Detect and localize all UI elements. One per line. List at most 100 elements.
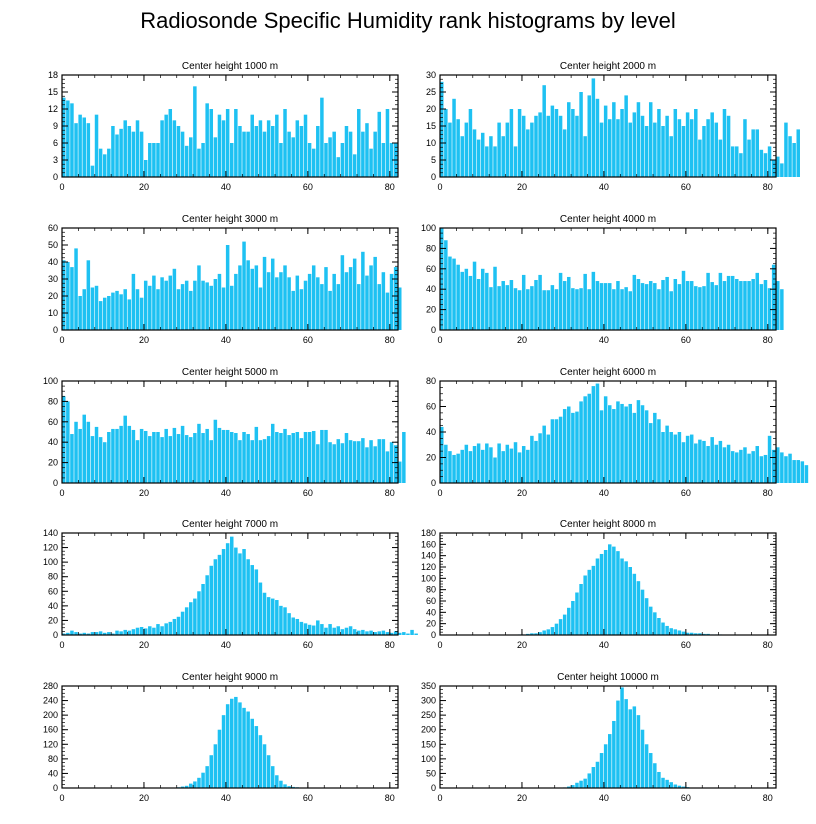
histogram-bar (505, 122, 510, 177)
histogram-bar (119, 631, 123, 635)
histogram-bar (538, 632, 542, 635)
histogram-bar (238, 702, 242, 788)
histogram-bar (792, 460, 796, 483)
histogram-bar (86, 421, 91, 483)
histogram-bar (160, 437, 164, 483)
y-tick-label: 30 (426, 70, 436, 80)
histogram-bar (164, 623, 168, 635)
histogram-bar (164, 428, 168, 483)
histogram-bar (620, 109, 624, 177)
histogram-bar (554, 623, 559, 635)
histogram-bar (328, 624, 332, 635)
histogram-bar (776, 281, 780, 330)
panel-title: Center height 5000 m (182, 367, 278, 378)
y-tick-label: 25 (426, 87, 436, 97)
histogram-bar (197, 265, 201, 330)
histogram-bar (398, 632, 402, 635)
histogram-bar (632, 412, 637, 483)
histogram-bar (283, 607, 287, 635)
histogram-bar (718, 440, 723, 483)
panel-title: Center height 4000 m (560, 214, 656, 225)
histogram-bar (107, 632, 111, 635)
histogram-bar (579, 401, 583, 483)
histogram-bar (209, 440, 214, 483)
histogram-bar (148, 626, 152, 635)
histogram-bar (238, 126, 242, 177)
histogram-bar (526, 449, 530, 483)
histogram-bar (673, 279, 678, 330)
histogram-bar (242, 707, 246, 788)
histogram-bar (94, 426, 99, 483)
histogram-bar (258, 440, 263, 483)
histogram-bar (718, 272, 723, 330)
histogram-bar (661, 622, 665, 635)
x-tick-label: 40 (599, 488, 609, 498)
y-tick-label: 160 (421, 539, 436, 549)
histogram-bar (620, 558, 624, 635)
histogram-bar (440, 426, 444, 483)
histogram-bar (644, 744, 649, 788)
histogram-bar (743, 281, 747, 330)
histogram-bar (579, 780, 583, 788)
histogram-bar (571, 601, 575, 635)
histogram-bar (156, 432, 160, 483)
histogram-bar (221, 120, 226, 177)
histogram-bar (172, 120, 177, 177)
histogram-bar (205, 282, 209, 330)
histogram-bar (714, 285, 719, 330)
histogram-bar (180, 786, 185, 788)
histogram-bar (583, 575, 587, 635)
histogram-bar (238, 265, 242, 330)
histogram-bar (123, 120, 127, 177)
histogram-bar (254, 569, 259, 635)
histogram-bar (385, 109, 390, 177)
histogram-bar (628, 122, 632, 177)
histogram-bar (184, 607, 189, 635)
histogram-bar (361, 131, 365, 177)
histogram-bar (135, 120, 140, 177)
histogram-bar (558, 272, 563, 330)
histogram-bar (246, 559, 250, 635)
histogram-bar (603, 744, 608, 788)
y-tick-label: 20 (426, 453, 436, 463)
histogram-bar (357, 630, 361, 635)
histogram-bar (612, 289, 616, 330)
histogram-bar (567, 607, 571, 635)
histogram-bar (776, 447, 780, 483)
histogram-bar (542, 85, 546, 177)
histogram-bar (332, 273, 336, 330)
histogram-bar (234, 433, 238, 483)
histogram-bar (344, 627, 349, 635)
histogram-panel: Center height 2000 m 0 5 10 15 20 25 30 0 20 40 60 8… (426, 61, 800, 192)
histogram-bar (164, 280, 168, 330)
histogram-bar (102, 297, 107, 330)
y-tick-label: 40 (48, 601, 58, 611)
histogram-bar (583, 273, 587, 330)
histogram-bar (460, 449, 464, 483)
histogram-bar (180, 425, 185, 483)
histogram-bar (123, 289, 127, 330)
histogram-bar (468, 275, 473, 330)
histogram-bar (307, 143, 312, 177)
histogram-bar (624, 406, 628, 483)
histogram-bar (550, 419, 555, 483)
histogram-bar (295, 618, 300, 635)
histogram-bar (710, 437, 714, 483)
histogram-bar (517, 290, 522, 330)
histogram-bar (111, 633, 115, 635)
panel-title: Center height 1000 m (182, 61, 278, 72)
histogram-bar (612, 409, 616, 483)
histogram-bar (225, 704, 230, 788)
histogram-bar (254, 265, 259, 330)
histogram-bar (279, 272, 283, 330)
histogram-bar (287, 786, 291, 788)
histogram-bar (636, 102, 641, 177)
histogram-bar (620, 403, 624, 483)
histogram-bar (587, 393, 592, 483)
histogram-bar (66, 100, 70, 177)
histogram-bar (485, 443, 489, 483)
histogram-bar (381, 439, 386, 483)
histogram-bar (673, 109, 678, 177)
histogram-bar (172, 618, 177, 635)
histogram-bar (608, 544, 612, 635)
